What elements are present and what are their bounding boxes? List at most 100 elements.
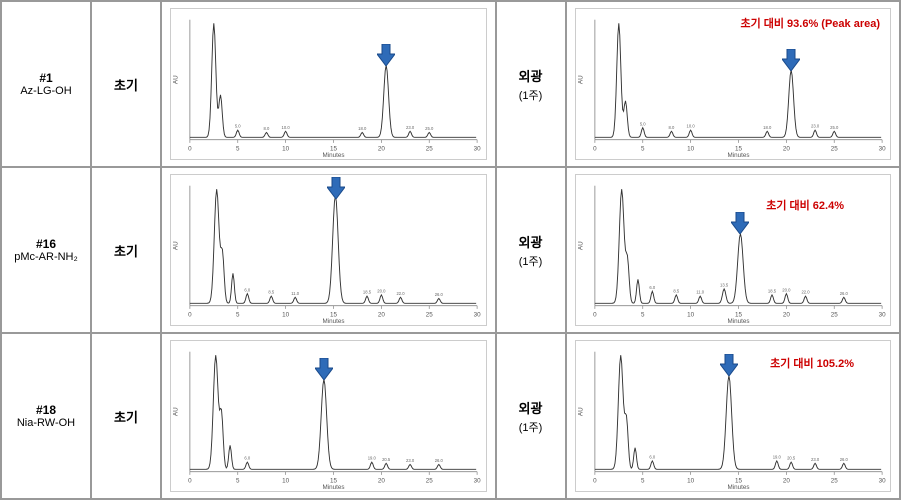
svg-text:23.0: 23.0	[811, 457, 820, 462]
peak-arrow-icon	[327, 177, 345, 199]
svg-text:30: 30	[474, 477, 481, 484]
peak-arrow-icon	[731, 212, 749, 234]
row3-cond1-main: 초기	[114, 407, 138, 426]
svg-text:25: 25	[426, 477, 433, 484]
svg-text:0: 0	[188, 477, 192, 484]
svg-text:AU: AU	[172, 75, 179, 84]
row3-chart-after-cell: 051015202530 Minutes AU 6.019.020.523.02…	[566, 333, 901, 499]
svg-text:20: 20	[378, 311, 385, 318]
row1-chart-after: 051015202530 Minutes AU 5.08.010.018.023…	[575, 8, 892, 160]
svg-text:25: 25	[426, 311, 433, 318]
svg-text:AU: AU	[172, 407, 179, 416]
row1-id-num: #1	[39, 71, 52, 85]
svg-text:20: 20	[378, 477, 385, 484]
peak-arrow-icon	[782, 49, 800, 71]
svg-text:5: 5	[236, 477, 240, 484]
svg-text:10: 10	[282, 477, 289, 484]
svg-text:23.0: 23.0	[811, 124, 820, 129]
row1-cond2-cell: 외광 (1주)	[496, 1, 566, 167]
svg-text:11.0: 11.0	[291, 291, 299, 296]
row2-chart-initial-cell: 051015202530 Minutes AU 6.08.511.018.520…	[161, 167, 496, 333]
row1-chart-after-cell: 051015202530 Minutes AU 5.08.010.018.023…	[566, 1, 901, 167]
svg-text:20: 20	[378, 145, 385, 152]
row2-chart-after: 051015202530 Minutes AU 6.08.511.013.518…	[575, 174, 892, 326]
svg-text:6.0: 6.0	[244, 456, 250, 461]
row3-id-name: Nia-RW-OH	[17, 417, 75, 429]
svg-text:10: 10	[282, 145, 289, 152]
svg-text:10: 10	[687, 311, 694, 318]
row3-chart-initial-cell: 051015202530 Minutes AU 6.019.020.523.02…	[161, 333, 496, 499]
svg-text:5: 5	[236, 145, 240, 152]
row1-cond1-main: 초기	[114, 75, 138, 94]
row3-cond2-sub: (1주)	[519, 419, 543, 435]
svg-text:18.5: 18.5	[767, 288, 776, 293]
svg-text:5: 5	[236, 311, 240, 318]
svg-text:8.5: 8.5	[673, 288, 679, 293]
svg-text:6.0: 6.0	[244, 287, 250, 292]
svg-text:25: 25	[830, 477, 837, 484]
svg-text:Minutes: Minutes	[727, 484, 749, 491]
svg-text:18.0: 18.0	[358, 126, 367, 131]
svg-text:26.0: 26.0	[839, 291, 848, 296]
svg-text:5: 5	[640, 145, 644, 152]
svg-text:Minutes: Minutes	[323, 152, 345, 159]
row2-chart-initial: 051015202530 Minutes AU 6.08.511.018.520…	[170, 174, 487, 326]
svg-text:0: 0	[593, 311, 597, 318]
svg-text:25: 25	[830, 145, 837, 152]
svg-text:8.0: 8.0	[668, 125, 674, 130]
svg-text:18.5: 18.5	[363, 290, 372, 295]
svg-text:19.0: 19.0	[772, 454, 781, 459]
svg-text:5.0: 5.0	[235, 124, 241, 129]
svg-text:Minutes: Minutes	[727, 318, 749, 325]
svg-text:6.0: 6.0	[649, 285, 655, 290]
row1-id-name: Az-LG-OH	[20, 85, 71, 97]
row2-cond1-main: 초기	[114, 241, 138, 260]
row2-id-cell: #16 pMc-AR-NH₂	[1, 167, 91, 333]
row1-cond2-sub: (1주)	[519, 87, 543, 103]
svg-text:AU: AU	[172, 241, 179, 250]
svg-text:10: 10	[687, 477, 694, 484]
row1-cond2-main: 외광	[519, 66, 543, 85]
svg-text:26.0: 26.0	[839, 457, 848, 462]
svg-text:20.5: 20.5	[787, 456, 796, 461]
row3-chart-after: 051015202530 Minutes AU 6.019.020.523.02…	[575, 340, 892, 492]
svg-text:22.0: 22.0	[801, 290, 810, 295]
row3-cond2-cell: 외광 (1주)	[496, 333, 566, 499]
row2-cond2-sub: (1주)	[519, 253, 543, 269]
row3-id-num: #18	[36, 403, 56, 417]
svg-text:25.0: 25.0	[425, 126, 434, 131]
comparison-grid: #1 Az-LG-OH 초기 051015202530 Minutes AU 5…	[0, 0, 901, 500]
svg-text:13.5: 13.5	[720, 282, 729, 287]
svg-text:8.0: 8.0	[264, 126, 270, 131]
svg-text:30: 30	[474, 145, 481, 152]
row2-cond2-cell: 외광 (1주)	[496, 167, 566, 333]
row2-cond1-cell: 초기	[91, 167, 161, 333]
svg-text:11.0: 11.0	[696, 290, 704, 295]
svg-text:20: 20	[782, 145, 789, 152]
svg-text:25: 25	[830, 311, 837, 318]
svg-text:10: 10	[282, 311, 289, 318]
svg-text:0: 0	[593, 145, 597, 152]
svg-text:10.0: 10.0	[686, 124, 695, 129]
row1-cond1-cell: 초기	[91, 1, 161, 167]
svg-text:30: 30	[474, 311, 481, 318]
svg-text:20: 20	[782, 311, 789, 318]
svg-text:30: 30	[878, 477, 885, 484]
row3-chart-initial: 051015202530 Minutes AU 6.019.020.523.02…	[170, 340, 487, 492]
svg-text:18.0: 18.0	[763, 125, 772, 130]
svg-text:6.0: 6.0	[649, 454, 655, 459]
svg-text:8.5: 8.5	[268, 290, 274, 295]
svg-text:0: 0	[188, 311, 192, 318]
svg-text:AU: AU	[577, 407, 584, 416]
row1-id-cell: #1 Az-LG-OH	[1, 1, 91, 167]
svg-text:22.0: 22.0	[396, 291, 405, 296]
row3-cond1-cell: 초기	[91, 333, 161, 499]
svg-text:20.5: 20.5	[382, 457, 391, 462]
svg-text:26.0: 26.0	[435, 292, 444, 297]
svg-text:0: 0	[188, 145, 192, 152]
svg-text:19.0: 19.0	[368, 456, 377, 461]
svg-text:10: 10	[687, 145, 694, 152]
peak-annotation: 초기 대비 93.6% (Peak area)	[740, 15, 880, 31]
row2-cond2-main: 외광	[519, 232, 543, 251]
row2-id-name: pMc-AR-NH₂	[14, 251, 78, 263]
